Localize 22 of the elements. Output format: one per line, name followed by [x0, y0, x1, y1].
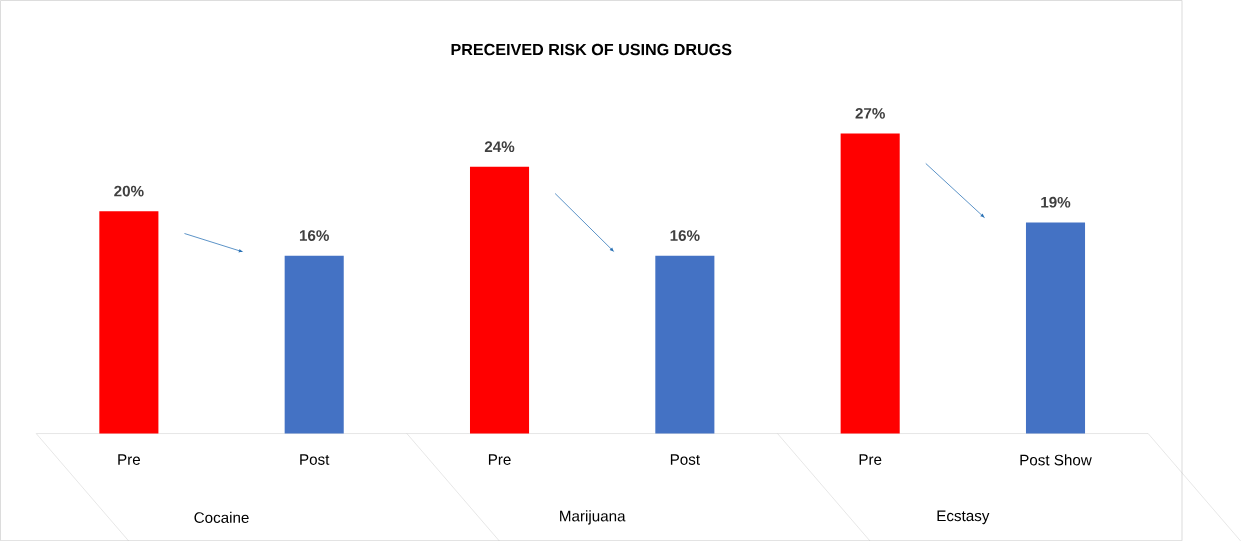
bar — [469, 166, 530, 434]
data-label: 20% — [114, 185, 144, 197]
text: Ecstasy — [937, 510, 990, 524]
x-tick-label: Post — [670, 454, 700, 465]
data-label: 19% — [1041, 196, 1071, 208]
x-tick-label: Pre — [118, 454, 141, 465]
bar — [655, 255, 715, 434]
data-label: 16% — [299, 229, 329, 241]
text: Marijuana — [560, 510, 626, 525]
text: Cocaine — [194, 511, 249, 523]
bar — [99, 211, 159, 434]
data-label: 24% — [484, 141, 515, 152]
data-label: 27% — [855, 107, 885, 119]
x-tick-label: Post — [300, 454, 330, 465]
x-tick-label: Pre — [859, 454, 882, 465]
bar — [284, 255, 344, 434]
data-label: 16% — [670, 229, 700, 241]
x-tick-label: Pre — [488, 454, 511, 465]
x-tick-label: Post Show — [1020, 454, 1092, 466]
bar — [1025, 222, 1086, 434]
bar — [840, 133, 900, 434]
chart-title: PRECEIVED RISK OF USING DRUGS — [451, 43, 732, 56]
